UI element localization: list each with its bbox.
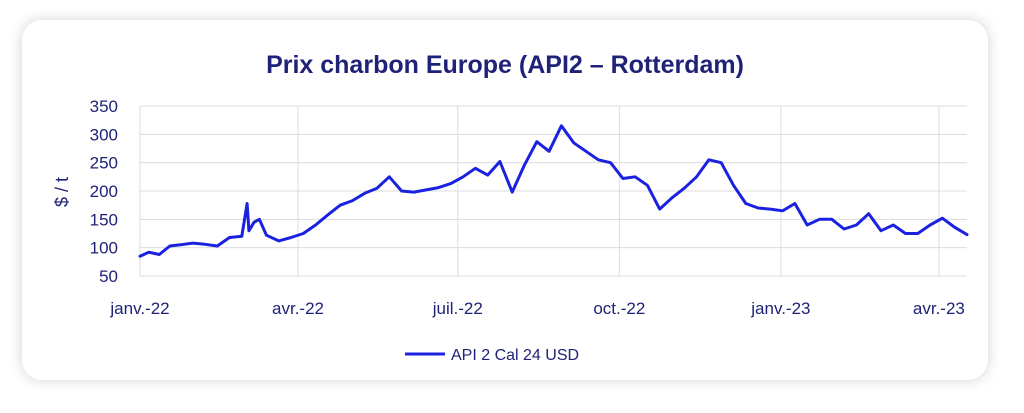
x-axis-ticks: janv.-22 avr.-22 juil.-22 oct.-22 janv.-23 av… bbox=[109, 299, 965, 318]
grid bbox=[139, 105, 967, 277]
x-tick-label: janv.-23 bbox=[750, 299, 810, 318]
y-tick-label: 150 bbox=[90, 210, 118, 229]
y-tick-label: 50 bbox=[99, 267, 118, 286]
y-tick-label: 200 bbox=[90, 182, 118, 201]
chart-card bbox=[22, 20, 988, 380]
y-axis-ticks: 350 300 250 200 150 100 50 bbox=[90, 97, 118, 286]
x-tick-label: juil.-22 bbox=[432, 299, 483, 318]
y-tick-label: 350 bbox=[90, 97, 118, 116]
chart-title: Prix charbon Europe (API2 – Rotterdam) bbox=[266, 51, 744, 79]
x-tick-label: janv.-22 bbox=[109, 299, 169, 318]
x-tick-label: avr.-22 bbox=[272, 299, 324, 318]
y-tick-label: 100 bbox=[90, 239, 118, 258]
x-tick-label: oct.-22 bbox=[593, 299, 645, 318]
y-tick-label: 300 bbox=[90, 125, 118, 144]
y-axis-label: $ / t bbox=[52, 177, 72, 207]
legend: API 2 Cal 24 USD bbox=[405, 347, 579, 364]
y-tick-label: 250 bbox=[90, 154, 118, 173]
x-tick-label: avr.-23 bbox=[913, 299, 965, 318]
legend-label: API 2 Cal 24 USD bbox=[451, 347, 579, 364]
series-line-api2 bbox=[138, 124, 969, 258]
